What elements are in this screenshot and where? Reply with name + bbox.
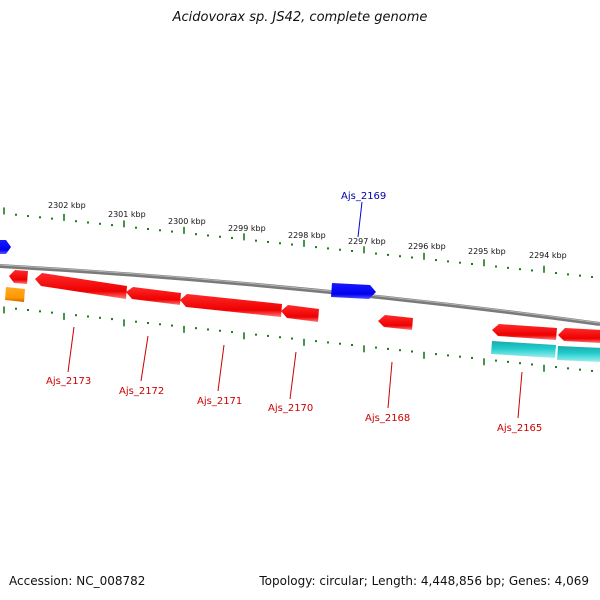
gene-label-ajs-2173[interactable]: Ajs_2173 — [46, 376, 91, 387]
tick-label-2294-kbp: 2294 kbp — [529, 251, 567, 260]
footer: Accession: NC_008782 Topology: circular;… — [0, 574, 600, 592]
gene-label-ajs-2169[interactable]: Ajs_2169 — [341, 191, 386, 202]
gene-block-ajs-2165[interactable] — [491, 341, 556, 358]
gene-label-ajs-2168[interactable]: Ajs_2168 — [365, 413, 410, 424]
tick-label-2301-kbp: 2301 kbp — [108, 210, 146, 219]
tick-label-2295-kbp: 2295 kbp — [468, 247, 506, 256]
gene-label-ajs-2171[interactable]: Ajs_2171 — [197, 396, 242, 407]
gene-label-ajs-2170[interactable]: Ajs_2170 — [268, 403, 313, 414]
leader-line-ajs-2165 — [517, 371, 523, 419]
leader-line-ajs-2169 — [357, 201, 363, 238]
leader-line-ajs-2172 — [140, 335, 149, 382]
other-genes — [5, 287, 600, 362]
tick-label-2299-kbp: 2299 kbp — [228, 224, 266, 233]
gene-label-ajs-2165[interactable]: Ajs_2165 — [497, 423, 542, 434]
outer-tick-row — [3, 207, 593, 278]
tick-label-2298-kbp: 2298 kbp — [288, 231, 326, 240]
leader-line-ajs-2173 — [67, 326, 75, 373]
gene-labels: Ajs_2169 Ajs_2173 Ajs_2172 Ajs_2171 Ajs_… — [46, 191, 542, 434]
inner-tick-row — [3, 306, 593, 372]
leader-line-ajs-2170 — [289, 351, 297, 400]
accession-text: Accession: NC_008782 — [9, 574, 146, 588]
leader-line-ajs-2171 — [217, 344, 225, 392]
leader-line-ajs-2168 — [387, 361, 393, 409]
rna-gene-left-edge[interactable] — [5, 287, 25, 302]
gene-arrow-ajs-2173[interactable] — [35, 273, 127, 299]
label-leader-lines — [67, 201, 523, 419]
kbp-tick-labels: 2302 kbp 2301 kbp 2300 kbp 2299 kbp 2298… — [48, 201, 567, 260]
gene-arrow-forward-left-edge[interactable] — [0, 240, 11, 254]
genome-backbone-highlight — [0, 264, 600, 324]
gene-arrow-ajs-2172[interactable] — [126, 287, 181, 305]
gene-arrow-ajs-2166[interactable] — [492, 324, 557, 340]
genome-summary-text: Topology: circular; Length: 4,448,856 bp… — [259, 574, 589, 588]
tick-label-2297-kbp: 2297 kbp — [348, 237, 386, 246]
gene-arrow-right-edge[interactable] — [558, 328, 600, 343]
gene-label-ajs-2172[interactable]: Ajs_2172 — [119, 386, 164, 397]
gene-block-right-edge[interactable] — [557, 346, 600, 362]
tick-label-2302-kbp: 2302 kbp — [48, 201, 86, 210]
gene-arrow-ajs-2168[interactable] — [378, 315, 413, 330]
tick-label-2296-kbp: 2296 kbp — [408, 242, 446, 251]
gene-arrow-ajs-2170[interactable] — [281, 305, 319, 322]
gene-arrow-left-edge[interactable] — [9, 270, 28, 284]
gene-arrow-ajs-2171[interactable] — [180, 294, 282, 317]
tick-label-2300-kbp: 2300 kbp — [168, 217, 206, 226]
forward-strand-genes — [0, 240, 376, 299]
reverse-strand-genes — [9, 270, 600, 343]
gene-arrow-ajs-2169[interactable] — [331, 283, 376, 299]
genome-title: Acidovorax sp. JS42, complete genome — [172, 10, 428, 25]
genome-backbone — [0, 264, 600, 326]
